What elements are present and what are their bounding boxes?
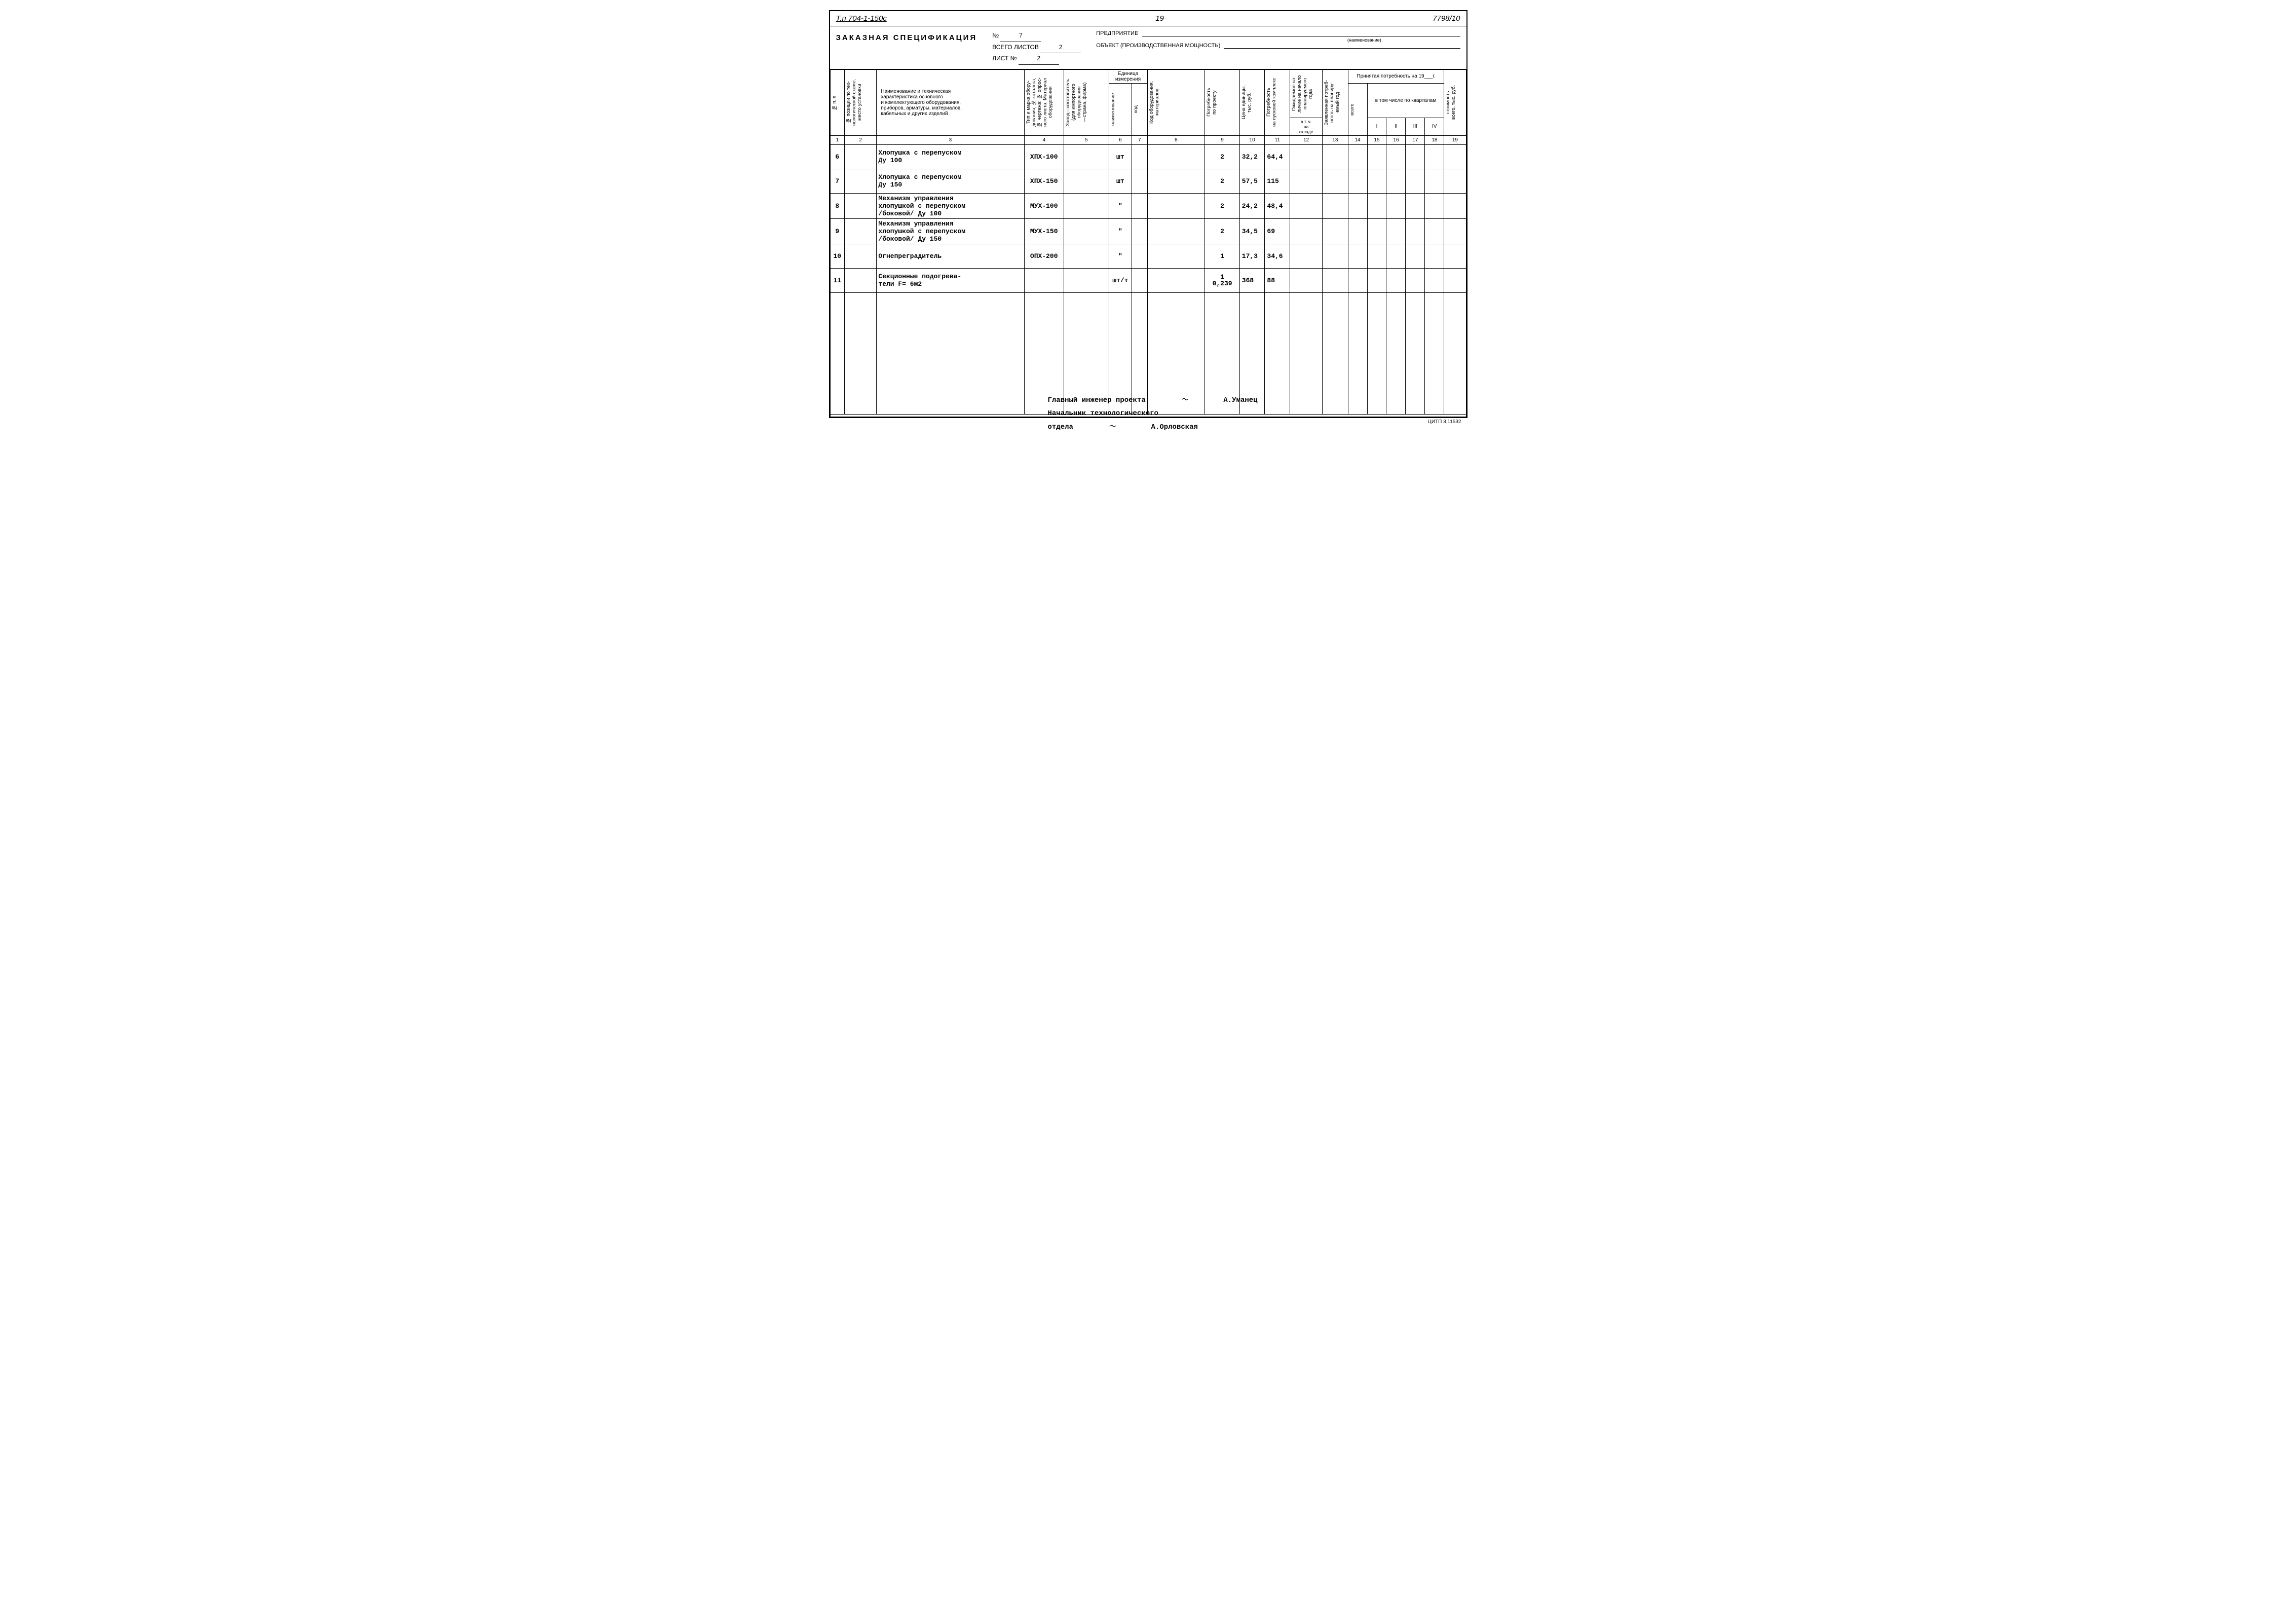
col-3: Наименование и техническая характеристик… [877, 69, 1024, 135]
doc-code-left: Т.п 704-1-150с [836, 14, 887, 23]
col-quarters: в том числе по кварталам [1367, 83, 1444, 118]
row-type: МУХ-150 [1024, 218, 1064, 244]
row-desc: Механизм управления хлопушкой с перепуск… [877, 218, 1024, 244]
row-unit: шт/т [1109, 268, 1132, 292]
table-row: 8 Механизм управления хлопушкой с перепус… [830, 193, 1466, 218]
table-row: 6Хлопушка с перепуском Ду 100ХПХ-100шт23… [830, 144, 1466, 169]
row-type: ОПХ-200 [1024, 244, 1064, 268]
top-bar: Т.п 704-1-150с 19 7798/10 [830, 11, 1466, 26]
row-num: 11 [830, 268, 845, 292]
row-unit: шт [1109, 169, 1132, 193]
row-desc: Хлопушка с перепуском Ду 100 [877, 144, 1024, 169]
row-type [1024, 268, 1064, 292]
row-type: МУХ-100 [1024, 193, 1064, 218]
col-7: код [1134, 89, 1139, 130]
col-14: всего [1350, 89, 1356, 130]
row-unit: " [1109, 193, 1132, 218]
col-4: Тип и марка обору- дования; № каталога; … [1026, 72, 1054, 133]
row-num: 9 [830, 218, 845, 244]
row-desc: Секционные подогрева- тели F= 6м2 [877, 268, 1024, 292]
row-unit: " [1109, 218, 1132, 244]
table-row: 10ОгнепреградительОПХ-200"117,334,6 [830, 244, 1466, 268]
page-number-center: 19 [1155, 14, 1164, 23]
col-demand-group: Принятая потребность на 19___г. [1348, 69, 1444, 83]
col-1: № п. п. [832, 72, 838, 133]
sign-label-1: Главный инженер проекта [1048, 396, 1146, 404]
col-11: Потребность на пусковой комплекс [1266, 72, 1277, 133]
row-num: 10 [830, 244, 845, 268]
enterprise-block: ПРЕДПРИЯТИЕ (наименование) ОБЪЕКТ (ПРОИЗ… [1096, 30, 1460, 65]
col-unit-group: Единица измерения [1109, 69, 1147, 83]
signature-block: Главный инженер проекта ～ А.Уманец Начал… [1048, 394, 1258, 434]
doc-code-right: 7798/10 [1433, 14, 1460, 23]
row-num: 7 [830, 169, 845, 193]
col-6: наименование [1111, 89, 1116, 130]
header-section: ЗАКАЗНАЯ СПЕЦИФИКАЦИЯ № 7 ВСЕГО ЛИСТОВ 2… [830, 26, 1466, 69]
col-19: стоимость всего, тыс. руб. [1446, 72, 1457, 133]
row-type: ХПХ-100 [1024, 144, 1064, 169]
signature-2: ～ [1082, 421, 1143, 434]
row-unit: " [1109, 244, 1132, 268]
table-row: 9 Механизм управления хлопушкой с перепус… [830, 218, 1466, 244]
col-9: Потребность по проекту [1207, 72, 1218, 133]
col-12: Ожидаемое на- личие на начало планируемо… [1292, 71, 1314, 117]
sign-name-2: А.Орловская [1151, 423, 1198, 431]
spec-table: № п. п. № позиции по тех- нологической с… [830, 69, 1466, 417]
row-desc: Хлопушка с перепуском Ду 150 [877, 169, 1024, 193]
row-num: 6 [830, 144, 845, 169]
sign-name-1: А.Уманец [1223, 396, 1257, 404]
table-row: 11Секционные подогрева- тели F= 6м2шт/т1… [830, 268, 1466, 292]
col-13: Заявленная потреб- ность на планиру- емы… [1324, 72, 1341, 133]
form-title: ЗАКАЗНАЯ СПЕЦИФИКАЦИЯ [836, 30, 977, 65]
signature-1: ～ [1154, 394, 1215, 407]
row-unit: шт [1109, 144, 1132, 169]
table-row: 7Хлопушка с перепуском Ду 150ХПХ-150шт25… [830, 169, 1466, 193]
row-desc: Механизм управления хлопушкой с перепуск… [877, 193, 1024, 218]
col-10: Цена единицы, тыс. руб. [1241, 72, 1253, 133]
col-12b: в т. ч. на складе [1290, 118, 1323, 135]
sheet-info: № 7 ВСЕГО ЛИСТОВ 2 ЛИСТ № 2 [992, 30, 1081, 65]
col-5: Завод—изготовитель (для импортного обору… [1066, 72, 1088, 133]
row-desc: Огнепреградитель [877, 244, 1024, 268]
row-type: ХПХ-150 [1024, 169, 1064, 193]
col-2: № позиции по тех- нологической схеме; ме… [846, 72, 863, 133]
row-num: 8 [830, 193, 845, 218]
document-frame: Т.п 704-1-150с 19 7798/10 ЗАКАЗНАЯ СПЕЦИ… [829, 10, 1467, 418]
column-number-row: 12345678910111213141516171819 [830, 135, 1466, 144]
col-8: Код оборудования, материалов [1149, 72, 1160, 133]
